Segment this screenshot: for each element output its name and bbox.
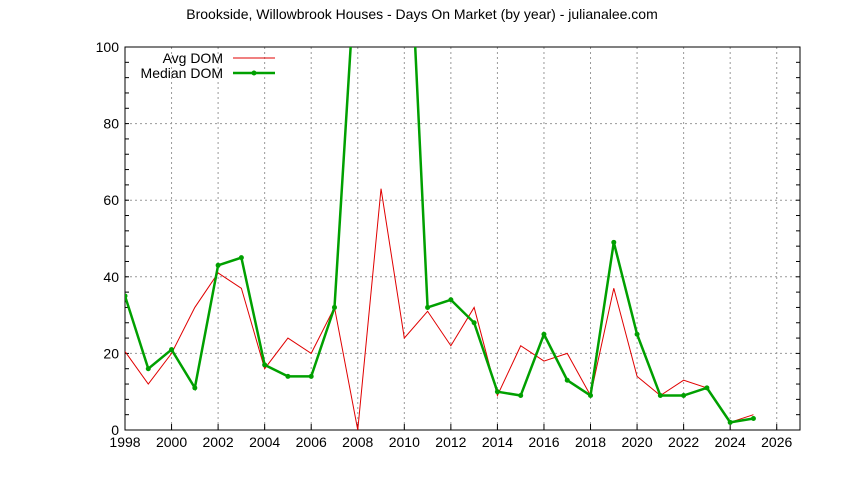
median-dom-point xyxy=(308,373,314,379)
legend-label: Avg DOM xyxy=(163,50,223,66)
y-tick-label: 40 xyxy=(103,269,119,285)
median-dom-point xyxy=(704,385,710,391)
median-dom-point xyxy=(238,255,244,261)
x-tick-label: 2012 xyxy=(435,434,466,450)
x-tick-label: 1998 xyxy=(109,434,140,450)
y-tick-label: 20 xyxy=(103,345,119,361)
x-tick-label: 2002 xyxy=(203,434,234,450)
median-dom-point xyxy=(611,239,617,245)
median-dom-point xyxy=(125,293,128,299)
x-tick-label: 2014 xyxy=(482,434,513,450)
x-tick-label: 2018 xyxy=(575,434,606,450)
y-tick-label: 0 xyxy=(111,422,119,438)
y-tick-label: 60 xyxy=(103,192,119,208)
median-dom-point xyxy=(331,304,337,310)
x-tick-label: 2016 xyxy=(528,434,559,450)
plot-border xyxy=(124,46,801,431)
median-dom-point xyxy=(494,389,500,395)
median-dom-point xyxy=(657,393,663,399)
y-tick-label: 100 xyxy=(96,39,120,55)
median-dom-point xyxy=(588,393,594,399)
x-tick-label: 2024 xyxy=(715,434,746,450)
median-dom-point xyxy=(145,366,151,372)
x-tick-label: 2004 xyxy=(249,434,280,450)
median-dom-point xyxy=(262,362,268,368)
median-dom-point xyxy=(169,347,175,353)
legend-label: Median DOM xyxy=(141,65,223,81)
median-dom-point xyxy=(541,331,547,337)
median-dom-point xyxy=(750,416,756,422)
x-tick-label: 2000 xyxy=(156,434,187,450)
median-dom-point xyxy=(681,393,687,399)
x-tick-label: 2026 xyxy=(761,434,792,450)
x-tick-label: 2010 xyxy=(389,434,420,450)
median-dom-point xyxy=(425,304,431,310)
median-dom-point xyxy=(448,297,454,303)
avg-dom-line xyxy=(125,188,754,430)
median-dom-point xyxy=(192,385,198,391)
x-tick-label: 2006 xyxy=(296,434,327,450)
chart-title: Brookside, Willowbrook Houses - Days On … xyxy=(186,6,658,22)
median-dom-line xyxy=(125,47,754,424)
x-tick-label: 2022 xyxy=(668,434,699,450)
y-tick-label: 80 xyxy=(103,116,119,132)
median-dom-point xyxy=(471,320,477,326)
median-dom-point xyxy=(727,419,733,425)
median-dom-point xyxy=(215,262,221,268)
median-dom-point xyxy=(564,377,570,383)
median-dom-point xyxy=(634,331,640,337)
median-dom-point xyxy=(518,393,524,399)
x-tick-label: 2008 xyxy=(342,434,373,450)
median-dom-point xyxy=(285,373,291,379)
x-tick-label: 2020 xyxy=(621,434,652,450)
legend-marker xyxy=(251,70,257,76)
